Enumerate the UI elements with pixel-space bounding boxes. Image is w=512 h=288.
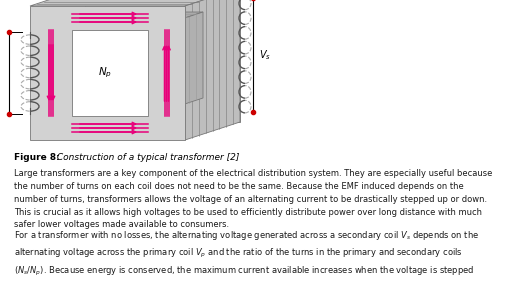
Polygon shape [30, 6, 185, 140]
Text: Construction of a typical transformer [2]: Construction of a typical transformer [2… [54, 153, 240, 162]
Polygon shape [30, 0, 240, 6]
Polygon shape [85, 0, 240, 122]
Polygon shape [185, 0, 240, 140]
Polygon shape [72, 30, 148, 116]
Text: Figure 8:: Figure 8: [14, 153, 60, 162]
Polygon shape [148, 12, 203, 116]
Polygon shape [72, 12, 203, 30]
Text: $V_p$: $V_p$ [0, 66, 1, 80]
Polygon shape [127, 12, 203, 98]
Text: $N_p$: $N_p$ [98, 66, 112, 80]
Text: $V_s$: $V_s$ [259, 48, 271, 62]
Text: For a transformer with no losses, the alternating voltage generated across a sec: For a transformer with no losses, the al… [14, 229, 479, 278]
Text: Large transformers are a key component of the electrical distribution system. Th: Large transformers are a key component o… [14, 169, 493, 230]
